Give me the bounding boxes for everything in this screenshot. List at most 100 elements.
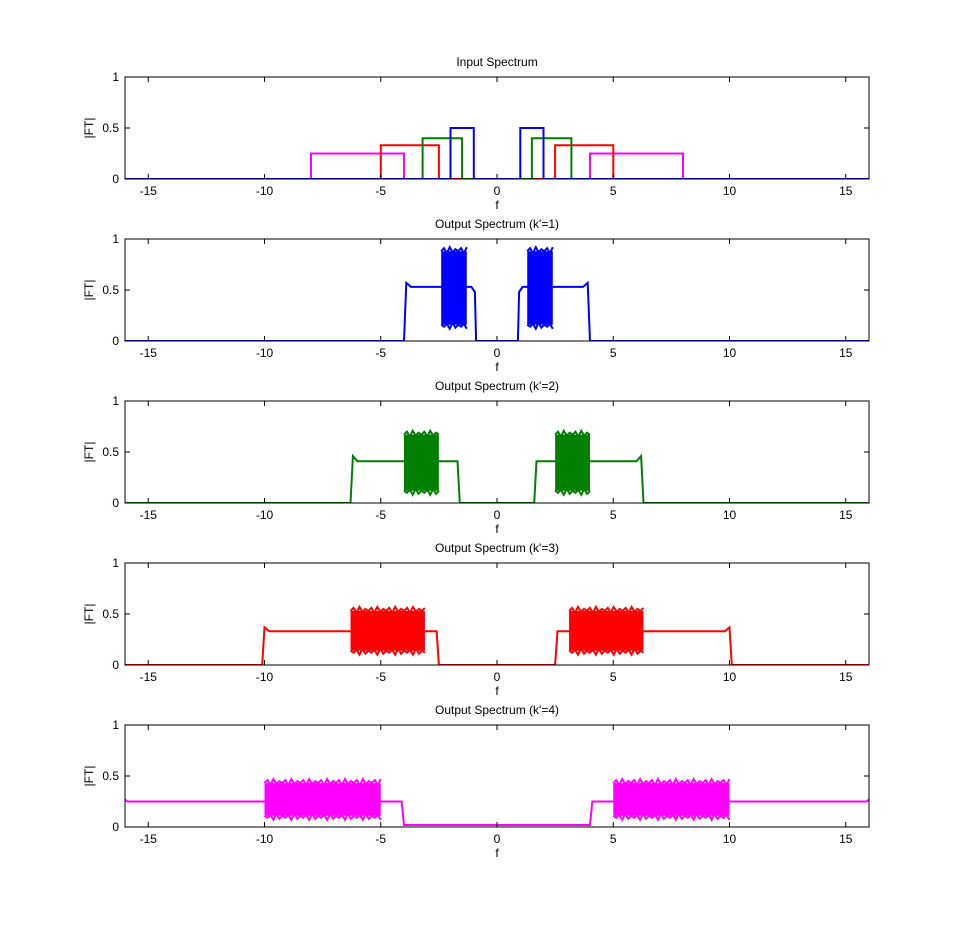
oscillation-edge-bottom (568, 646, 645, 657)
y-tick-label: 0 (112, 820, 119, 834)
x-tick-label: -10 (256, 508, 274, 522)
oscillation-edge-bottom (440, 320, 468, 331)
subplot-5: Output Spectrum (k'=4) -15 -10 -5 0 5 10 15 0 0.5… (82, 703, 870, 860)
oscillation-edge-bottom (263, 811, 382, 822)
series-line-1 (125, 798, 869, 826)
x-tick-label: 0 (494, 508, 501, 522)
x-axis-label: f (495, 360, 499, 374)
y-tick-label: 1 (112, 232, 119, 246)
x-tick-label: -10 (256, 346, 274, 360)
x-axis-label: f (495, 522, 499, 536)
x-tick-label: -5 (375, 670, 386, 684)
series-line-2 (125, 144, 869, 179)
x-tick-label: 10 (723, 508, 737, 522)
x-tick-label: 5 (610, 346, 617, 360)
x-axis-label: f (495, 846, 499, 860)
oscillation-edge-top (403, 428, 440, 439)
x-tick-label: 15 (839, 670, 853, 684)
data-layer (125, 245, 869, 341)
oscillation-edge-top (612, 776, 731, 788)
data-layer (125, 127, 869, 179)
x-tick-label: -5 (375, 508, 386, 522)
y-tick-label: 0 (112, 658, 119, 672)
oscillation-band-2 (613, 783, 730, 816)
y-tick-label: 1 (112, 70, 119, 84)
y-tick-label: 1 (112, 556, 119, 570)
axes-frame (124, 562, 870, 666)
oscillation-band-2 (527, 251, 553, 325)
oscillation-band-2 (555, 434, 590, 491)
x-tick-label: 10 (723, 184, 737, 198)
oscillation-edge-top (263, 776, 382, 788)
data-layer (125, 428, 869, 503)
x-tick-label: 15 (839, 832, 853, 846)
axes-frame (124, 238, 870, 342)
subplot-4: Output Spectrum (k'=3) -15 -10 -5 0 5 10 15 0 0.5… (82, 541, 870, 698)
subplot-title: Output Spectrum (k'=1) (435, 217, 559, 231)
axes-frame (124, 724, 870, 828)
oscillation-band-2 (569, 610, 644, 651)
y-tick-label: 1 (112, 718, 119, 732)
series-line-1 (125, 152, 869, 179)
x-tick-label: 15 (839, 184, 853, 198)
oscillation-edge-top (349, 604, 426, 616)
x-tick-label: -15 (140, 508, 158, 522)
subplot-2: Output Spectrum (k'=1) -15 -10 -5 0 5 10 15 0 0.5… (82, 217, 870, 374)
y-tick-label: 1 (112, 394, 119, 408)
x-tick-label: -10 (256, 184, 274, 198)
x-axis-label: f (495, 198, 499, 212)
y-tick-label: 0.5 (102, 769, 119, 783)
x-tick-label: -15 (140, 832, 158, 846)
x-tick-label: 5 (610, 184, 617, 198)
y-tick-label: 0.5 (102, 445, 119, 459)
data-layer (125, 776, 869, 826)
x-tick-label: 10 (723, 670, 737, 684)
x-tick-label: -15 (140, 346, 158, 360)
subplot-1: Input Spectrum -15 -10 -5 0 5 10 15 0 0.5 1 f |FT| (82, 55, 870, 212)
y-tick-label: 0.5 (102, 607, 119, 621)
x-tick-label: 10 (723, 832, 737, 846)
subplot-title: Output Spectrum (k'=2) (435, 379, 559, 393)
oscillation-band-1 (350, 610, 425, 651)
x-tick-label: -5 (375, 832, 386, 846)
series-line-1 (125, 280, 869, 341)
series-line-4 (125, 127, 869, 179)
x-tick-label: 15 (839, 346, 853, 360)
x-tick-label: 5 (610, 832, 617, 846)
x-tick-label: -5 (375, 346, 386, 360)
x-tick-label: 5 (610, 670, 617, 684)
oscillation-edge-bottom (612, 811, 731, 822)
x-tick-label: 5 (610, 508, 617, 522)
x-axis-label: f (495, 684, 499, 698)
data-layer (125, 604, 869, 665)
y-axis-label: |FT| (82, 280, 96, 301)
y-tick-label: 0 (112, 496, 119, 510)
x-tick-label: 0 (494, 670, 501, 684)
oscillation-band-1 (264, 783, 381, 816)
y-axis-label: |FT| (82, 766, 96, 787)
oscillation-edge-bottom (349, 646, 426, 657)
x-tick-label: 0 (494, 832, 501, 846)
x-tick-label: 15 (839, 508, 853, 522)
subplot-title: Input Spectrum (456, 55, 537, 69)
x-tick-label: 0 (494, 346, 501, 360)
oscillation-edge-top (526, 245, 554, 256)
subplot-title: Output Spectrum (k'=3) (435, 541, 559, 555)
oscillation-edge-bottom (526, 320, 554, 331)
y-tick-label: 0 (112, 172, 119, 186)
y-tick-label: 0.5 (102, 283, 119, 297)
oscillation-edge-top (568, 604, 645, 616)
subplot-title: Output Spectrum (k'=4) (435, 703, 559, 717)
oscillation-edge-bottom (403, 486, 440, 497)
axes-frame (124, 76, 870, 180)
y-axis-label: |FT| (82, 442, 96, 463)
y-axis-label: |FT| (82, 118, 96, 139)
subplot-3: Output Spectrum (k'=2) -15 -10 -5 0 5 10 15 0 0.5… (82, 379, 870, 536)
x-tick-label: -5 (375, 184, 386, 198)
oscillation-edge-top (554, 428, 591, 439)
series-line-1 (125, 453, 869, 503)
x-tick-label: -10 (256, 670, 274, 684)
oscillation-edge-bottom (554, 486, 591, 497)
x-tick-label: -10 (256, 832, 274, 846)
